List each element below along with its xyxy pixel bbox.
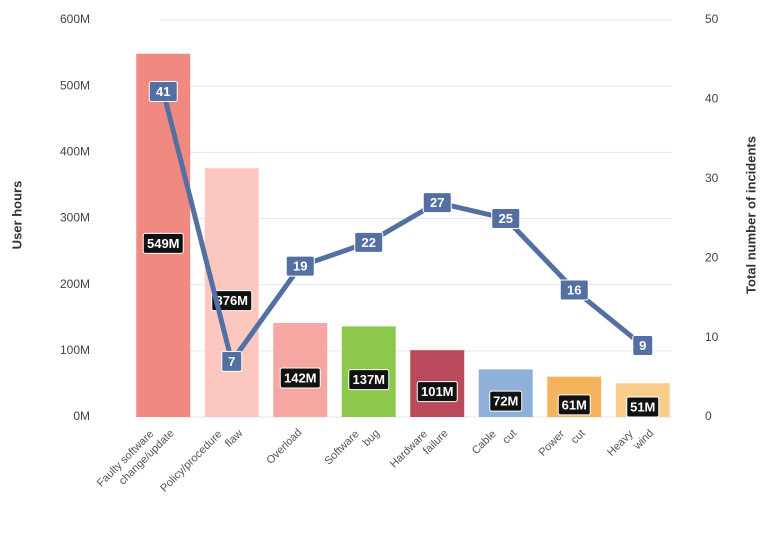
line [160, 90, 645, 364]
bar-value-label-bg [279, 367, 321, 389]
x-tick-label: Software bug [322, 417, 382, 477]
x-tick-label: Power cut [537, 417, 588, 468]
bar-value-label-bg [489, 390, 523, 412]
bar-value-label-bg [626, 396, 660, 418]
y-tick-label: 300M [60, 211, 90, 225]
x-tick-label-line: Power [537, 426, 570, 459]
line-value-label-bg [422, 192, 452, 214]
y-tick-label: 0M [73, 409, 90, 423]
line-value-label-bg [354, 231, 384, 253]
y2-tick-label: 20 [705, 250, 719, 264]
line-value-label-bg [559, 279, 589, 301]
line-value-label: 19 [293, 259, 307, 274]
x-tick-label-line: Software [322, 426, 363, 467]
bar-value-label-bg [416, 381, 458, 403]
bar-value-label: 61M [562, 397, 587, 412]
line-value-label: 25 [499, 211, 513, 226]
x-tick-label-line: cut [569, 427, 588, 446]
x-tick-label-line: Cable [470, 426, 501, 457]
y-tick-label: 500M [60, 78, 90, 92]
line-value-label: 7 [228, 354, 235, 369]
x-tick-label: Overload [264, 427, 304, 467]
y-axis-title: User hours [9, 181, 24, 250]
bar-value-label: 376M [215, 293, 248, 308]
bar-value-label-bg [142, 232, 184, 254]
line-value-label: 16 [567, 282, 581, 297]
y2-tick-label: 30 [705, 171, 719, 185]
y2-axis-title: Total number of incidents [743, 136, 758, 294]
bar-value-label-bg [557, 394, 591, 416]
line-value-label: 22 [362, 235, 376, 250]
bar-value-label: 51M [630, 399, 655, 414]
y2-tick-label: 10 [705, 330, 719, 344]
line-value-label: 27 [430, 195, 444, 210]
line-value-label-bg [285, 255, 315, 277]
line-value-label: 41 [156, 84, 170, 99]
bar-value-label: 137M [352, 372, 385, 387]
y2-tick-label: 50 [705, 12, 719, 26]
bar-value-label: 72M [493, 394, 518, 409]
bar-value-label-bg [348, 369, 390, 391]
line-value-label: 9 [639, 338, 646, 353]
x-tick-label: Heavy wind [605, 417, 656, 468]
y2-tick-label: 40 [705, 92, 719, 106]
x-tick-label-line: bug [361, 427, 382, 448]
y2-tick-label: 0 [705, 409, 712, 423]
line-value-label-bg [221, 350, 243, 372]
y-tick-label: 400M [60, 145, 90, 159]
y-tick-label: 600M [60, 12, 90, 26]
bar-value-label: 101M [421, 384, 454, 399]
x-tick-label-line: cut [500, 427, 519, 446]
bar-value-label: 142M [284, 370, 317, 385]
x-tick-label-line: wind [631, 427, 656, 452]
x-tick-label: Cable cut [470, 417, 519, 466]
x-tick-label-line: flaw [223, 427, 245, 449]
line-value-label-bg [632, 335, 654, 357]
x-tick-label: Hardware failure [388, 417, 451, 480]
line-value-label-bg [148, 80, 178, 102]
bar-value-label: 549M [147, 236, 180, 251]
y-tick-label: 200M [60, 277, 90, 291]
bar-value-label-bg [211, 290, 253, 312]
y-tick-label: 100M [60, 343, 90, 357]
line-value-label-bg [491, 208, 521, 229]
